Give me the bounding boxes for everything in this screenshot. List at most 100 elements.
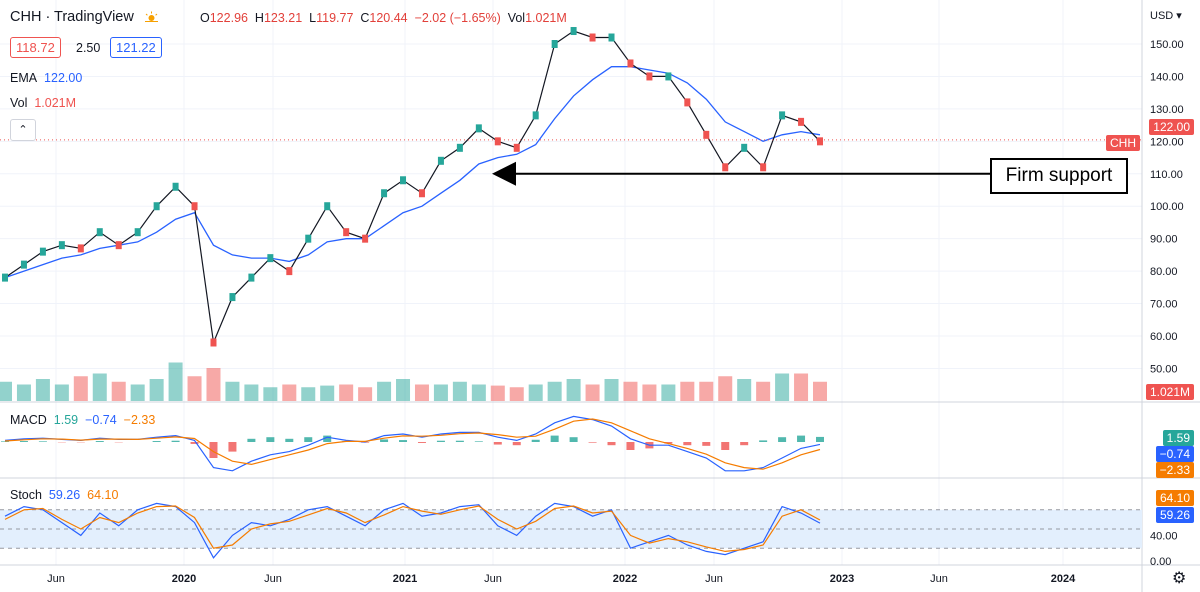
- volume-bar: [642, 384, 657, 401]
- macd-histogram-bar: [38, 441, 47, 442]
- price-tick-label: 50.00: [1150, 363, 1178, 375]
- time-axis: Jun 2020 Jun 2021 Jun 2022 Jun 2023 Jun 2024: [47, 573, 1076, 585]
- price-point: [494, 137, 501, 146]
- chevron-up-icon: ⌃: [18, 124, 28, 136]
- price-point: [286, 267, 293, 276]
- volume-bar: [92, 373, 107, 401]
- volume-bar: [339, 384, 354, 401]
- macd-histogram-bar: [740, 442, 749, 446]
- currency-label[interactable]: USD ▾: [1150, 10, 1182, 22]
- volume-bar: [130, 384, 145, 401]
- firm-support-label: Firm support: [990, 158, 1128, 194]
- price-point: [760, 163, 767, 172]
- volume-bar: [775, 373, 790, 401]
- change-value: −2.02 (−1.65%): [414, 11, 501, 25]
- macd-histogram-bar: [323, 435, 332, 442]
- macd-histogram-bar: [380, 439, 389, 442]
- price-point: [248, 273, 255, 282]
- volume-bar: [566, 379, 581, 401]
- volume-bar: [699, 381, 714, 401]
- spread-value: 2.50: [76, 41, 101, 55]
- macd-signal-line: [4, 418, 821, 470]
- macd-histogram-bar: [493, 442, 502, 445]
- volume-bar: [794, 373, 809, 401]
- ohlc-values: O122.96 H123.21 L119.77 C120.44 −2.02 (−…: [200, 11, 567, 25]
- macd-histogram-bar: [399, 440, 408, 442]
- volume-legend[interactable]: Vol 1.021M: [10, 96, 77, 110]
- volume-bar: [414, 384, 429, 401]
- volume-bar: [585, 384, 600, 401]
- macd-histogram-bar: [531, 439, 540, 442]
- price-point: [305, 234, 312, 243]
- sell-button[interactable]: 118.72: [10, 37, 61, 58]
- macd-histogram-bar: [759, 440, 768, 442]
- symbol-title: CHH · TradingView: [10, 9, 134, 25]
- price-point: [96, 228, 103, 237]
- macd-histogram-bar: [266, 437, 275, 442]
- price-point: [703, 130, 710, 139]
- close-value: 120.44: [369, 11, 408, 25]
- volume-bar: [149, 379, 164, 401]
- low-value: 119.77: [316, 11, 354, 25]
- price-tick-label: 120.00: [1150, 136, 1184, 148]
- time-tick-label: Jun: [484, 573, 502, 585]
- volume-bar: [282, 384, 297, 401]
- volume-bar: [471, 384, 486, 401]
- price-point: [191, 202, 198, 211]
- macd-histogram-bar: [228, 442, 237, 452]
- volume-bar: [206, 368, 221, 401]
- price-point: [722, 163, 729, 172]
- macd-histogram-bar: [569, 437, 578, 442]
- macd-histogram-bar: [721, 442, 730, 450]
- price-tick-label: 100.00: [1150, 201, 1184, 213]
- macd-histogram-bar: [588, 442, 597, 443]
- macd-histogram-bar: [285, 438, 294, 442]
- macd-histogram-bar: [455, 440, 464, 442]
- time-tick-label: Jun: [930, 573, 948, 585]
- price-point: [456, 143, 463, 152]
- macd-line-tag: −0.74: [1155, 446, 1194, 462]
- price-point: [437, 156, 444, 165]
- volume-bar: [756, 381, 771, 401]
- price-point: [589, 33, 596, 42]
- market-closed-icon: [145, 11, 159, 22]
- price-point: [817, 137, 823, 146]
- volume-bar: [16, 384, 31, 401]
- price-point: [362, 234, 369, 243]
- settings-gear-icon[interactable]: ⚙: [1172, 570, 1187, 587]
- ema-legend[interactable]: EMA 122.00: [10, 71, 83, 85]
- macd-signal-tag: −2.33: [1155, 462, 1194, 478]
- time-tick-label: 2022: [613, 573, 637, 585]
- price-point: [551, 40, 558, 48]
- price-point: [58, 241, 65, 250]
- price-point: [115, 241, 122, 250]
- buy-button[interactable]: 121.22: [110, 37, 162, 58]
- price-point: [513, 143, 520, 152]
- price-series-line: [4, 30, 821, 345]
- price-point: [741, 143, 748, 152]
- price-tick-label: 70.00: [1150, 299, 1178, 311]
- collapse-legend-button[interactable]: ⌃: [10, 119, 36, 141]
- volume-bar: [377, 381, 392, 401]
- price-tick-label: 150.00: [1150, 39, 1184, 51]
- volume-value: 1.021M: [525, 11, 567, 25]
- price-point: [343, 228, 350, 237]
- stoch-legend[interactable]: Stoch 59.26 64.10: [10, 488, 119, 502]
- macd-histogram-bar: [550, 435, 559, 442]
- price-point: [229, 293, 236, 302]
- volume-legend-value: 1.021M: [34, 96, 77, 110]
- macd-histogram-bar: [171, 440, 180, 442]
- stoch-pane: [0, 502, 1142, 559]
- time-tick-label: 2020: [172, 573, 196, 585]
- volume-bar: [547, 381, 562, 401]
- volume-bar: [73, 376, 88, 401]
- macd-legend[interactable]: MACD 1.59 −0.74 −2.33: [10, 413, 156, 427]
- price-point: [665, 72, 672, 81]
- macd-line-value: −0.74: [85, 413, 117, 427]
- time-tick-label: Jun: [47, 573, 65, 585]
- macd-histogram-bar: [816, 436, 824, 442]
- macd-pane: [1, 415, 824, 472]
- stoch-k-line: [4, 502, 821, 559]
- volume-bar: [168, 362, 183, 401]
